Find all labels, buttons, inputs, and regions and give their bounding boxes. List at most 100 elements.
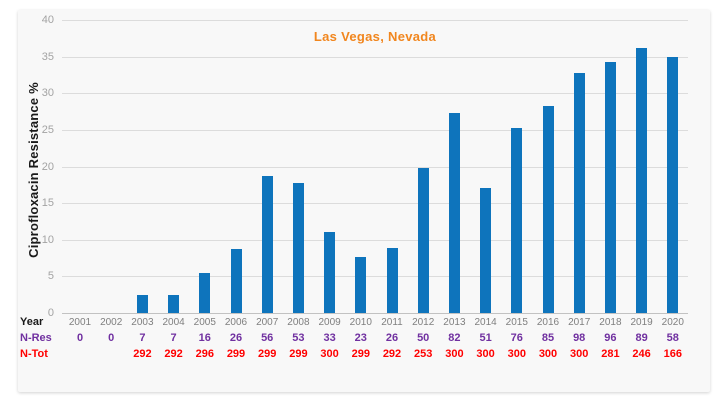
n-tot-value: 300 bbox=[570, 348, 589, 360]
gridline bbox=[62, 276, 688, 278]
y-tick-label: 15 bbox=[41, 197, 54, 210]
year-label: 2005 bbox=[193, 317, 216, 328]
year-label: 2001 bbox=[68, 317, 92, 328]
chart-bar-2009 bbox=[324, 232, 336, 313]
n-res-value: 53 bbox=[292, 332, 305, 344]
year-label: 2004 bbox=[162, 317, 185, 328]
year-label: 2020 bbox=[661, 317, 684, 328]
gridline bbox=[62, 56, 688, 58]
n-tot-value: 300 bbox=[320, 348, 339, 360]
n-tot-value: 300 bbox=[507, 348, 526, 360]
n-res-value: 89 bbox=[635, 332, 648, 344]
chart-bar-2003 bbox=[136, 295, 148, 313]
chart-bar-2004 bbox=[168, 295, 180, 313]
n-tot-value: 299 bbox=[258, 348, 277, 360]
chart-panel bbox=[18, 10, 710, 392]
n-res-value: 85 bbox=[541, 332, 555, 344]
n-tot-value: 299 bbox=[226, 348, 246, 360]
year-label: 2011 bbox=[381, 317, 403, 328]
y-tick-label: 30 bbox=[41, 87, 54, 100]
chart-bar-2018 bbox=[604, 62, 616, 313]
n-tot-value: 281 bbox=[601, 348, 620, 360]
chart-bar-2005 bbox=[199, 273, 211, 313]
n-res-value: 26 bbox=[385, 332, 399, 344]
gridline bbox=[62, 20, 688, 21]
n-tot-value: 253 bbox=[414, 348, 433, 360]
n-res-value: 0 bbox=[108, 332, 115, 344]
n-tot-value: 246 bbox=[632, 348, 651, 360]
y-tick-label: 0 bbox=[47, 307, 54, 319]
year-label: 2006 bbox=[224, 317, 248, 328]
chart-bar-2013 bbox=[448, 113, 460, 313]
chart-bar-2015 bbox=[511, 127, 523, 313]
y-tick-label: 5 bbox=[47, 270, 54, 283]
n-res-value: 7 bbox=[139, 332, 146, 344]
year-label: 2010 bbox=[349, 317, 372, 328]
y-tick-label: 20 bbox=[41, 160, 54, 173]
row-header-nres: N-Res bbox=[20, 332, 52, 344]
chart-bar-2008 bbox=[292, 183, 304, 313]
n-res-value: 26 bbox=[229, 332, 243, 344]
chart-title: Las Vegas, Nevada bbox=[313, 29, 437, 44]
chart-bar-2019 bbox=[636, 47, 648, 313]
year-label: 2002 bbox=[100, 317, 123, 328]
year-label: 2014 bbox=[474, 317, 497, 328]
n-tot-value: 299 bbox=[289, 348, 308, 360]
year-label: 2015 bbox=[505, 317, 528, 328]
n-res-value: 58 bbox=[666, 332, 679, 344]
y-tick-label: 40 bbox=[41, 14, 54, 26]
chart-bar-2017 bbox=[573, 73, 585, 313]
y-tick-label: 10 bbox=[41, 233, 54, 246]
n-tot-value: 300 bbox=[476, 348, 495, 360]
year-label: 2009 bbox=[318, 317, 341, 328]
n-tot-value: 292 bbox=[382, 348, 402, 360]
n-res-value: 7 bbox=[170, 332, 177, 344]
n-tot-value: 166 bbox=[663, 348, 682, 360]
n-res-value: 0 bbox=[76, 332, 84, 344]
year-label: 2012 bbox=[412, 317, 435, 328]
n-res-value: 23 bbox=[354, 332, 367, 344]
year-label: 2016 bbox=[536, 317, 560, 328]
n-res-value: 98 bbox=[573, 332, 586, 344]
n-res-value: 33 bbox=[323, 332, 336, 344]
chart-bar-2012 bbox=[417, 167, 429, 313]
n-tot-value: 300 bbox=[445, 348, 464, 360]
chart-bar-2014 bbox=[480, 188, 492, 313]
n-tot-value: 296 bbox=[195, 348, 214, 360]
gridline bbox=[62, 166, 688, 168]
n-tot-value: 292 bbox=[164, 348, 183, 360]
chart-bar-2020 bbox=[667, 57, 679, 313]
row-header-ntot: N-Tot bbox=[20, 348, 48, 360]
chart-bar-2006 bbox=[230, 249, 242, 313]
n-res-value: 56 bbox=[261, 332, 274, 344]
y-tick-label: 35 bbox=[41, 50, 54, 63]
gridline bbox=[62, 239, 688, 241]
gridline bbox=[62, 203, 688, 205]
gridline bbox=[62, 129, 688, 131]
year-label: 2007 bbox=[256, 317, 279, 328]
year-label: 2013 bbox=[443, 317, 466, 328]
n-tot-value: 292 bbox=[133, 348, 152, 360]
year-label: 2008 bbox=[287, 317, 310, 328]
chart-bar-2010 bbox=[355, 256, 367, 313]
year-label: 2003 bbox=[131, 317, 154, 328]
y-tick-label: 25 bbox=[41, 123, 54, 136]
chart-bar-2011 bbox=[386, 247, 398, 313]
x-axis-line bbox=[62, 313, 688, 314]
n-res-value: 50 bbox=[417, 332, 430, 344]
gridline bbox=[62, 93, 688, 95]
chart-bar-2007 bbox=[261, 176, 273, 313]
n-res-value: 16 bbox=[198, 332, 211, 344]
chart-bar-2016 bbox=[542, 105, 554, 313]
row-header-year: Year bbox=[20, 316, 44, 328]
n-res-value: 76 bbox=[510, 332, 523, 344]
n-res-value: 51 bbox=[479, 332, 492, 344]
year-label: 2018 bbox=[599, 317, 622, 328]
year-label: 2019 bbox=[630, 317, 653, 328]
n-res-value: 96 bbox=[604, 332, 617, 344]
year-label: 2017 bbox=[568, 317, 591, 328]
n-tot-value: 300 bbox=[538, 348, 558, 360]
n-tot-value: 299 bbox=[351, 348, 370, 360]
n-res-value: 82 bbox=[448, 332, 461, 344]
